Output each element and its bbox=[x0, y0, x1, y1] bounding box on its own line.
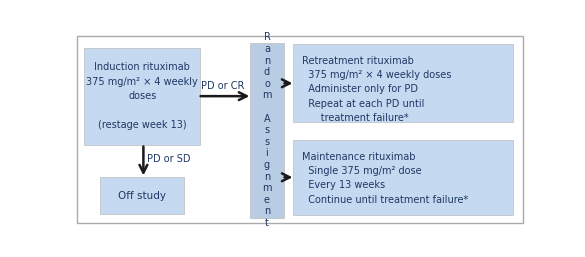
Text: R
a
n
d
o
m

A
s
s
i
g
n
m
e
n
t: R a n d o m A s s i g n m e n t bbox=[262, 32, 271, 228]
Text: Induction rituximab
375 mg/m² × 4 weekly
doses

(restage week 13): Induction rituximab 375 mg/m² × 4 weekly… bbox=[87, 62, 198, 130]
Text: Off study: Off study bbox=[118, 191, 166, 200]
FancyBboxPatch shape bbox=[293, 140, 513, 215]
FancyBboxPatch shape bbox=[293, 44, 513, 122]
Text: Retreatment rituximab
  375 mg/m² × 4 weekly doses
  Administer only for PD
  Re: Retreatment rituximab 375 mg/m² × 4 week… bbox=[302, 56, 452, 123]
Text: PD or SD: PD or SD bbox=[147, 154, 191, 164]
Text: Maintenance rituximab
  Single 375 mg/m² dose
  Every 13 weeks
  Continue until : Maintenance rituximab Single 375 mg/m² d… bbox=[302, 152, 469, 205]
FancyBboxPatch shape bbox=[101, 177, 184, 214]
FancyBboxPatch shape bbox=[84, 48, 200, 145]
Text: PD or CR: PD or CR bbox=[201, 81, 245, 91]
FancyBboxPatch shape bbox=[77, 36, 523, 223]
FancyBboxPatch shape bbox=[250, 43, 284, 218]
